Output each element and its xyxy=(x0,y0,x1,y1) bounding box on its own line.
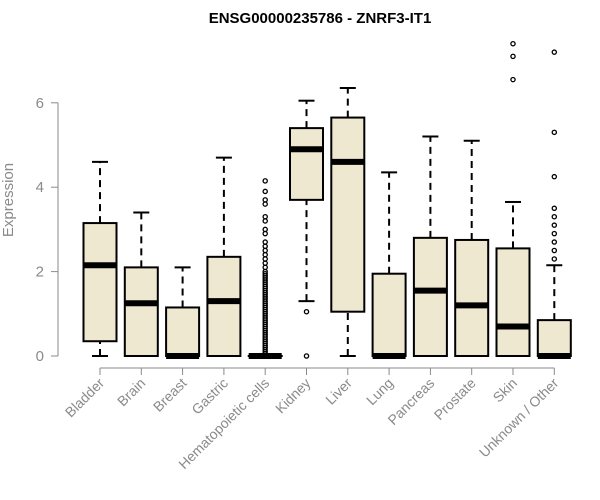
box-liver xyxy=(330,87,366,357)
box-iqr xyxy=(536,319,572,358)
outlier-point xyxy=(262,188,268,195)
box-iqr xyxy=(412,236,448,357)
x-tick-label: Bladder xyxy=(62,375,108,421)
outlier-point xyxy=(262,230,268,237)
x-tick-label: Prostate xyxy=(431,375,479,423)
box-hematopoietic-cells xyxy=(247,178,283,359)
outlier-point xyxy=(262,239,268,245)
outlier-point xyxy=(551,213,558,220)
box-breast xyxy=(165,266,201,359)
outlier-point xyxy=(262,270,268,277)
box-iqr xyxy=(165,306,201,357)
outlier-point xyxy=(262,247,268,254)
box-brain xyxy=(123,211,159,358)
y-axis: 0 2 4 6 xyxy=(36,95,59,365)
box-prostate xyxy=(454,139,490,357)
box-iqr xyxy=(289,127,324,201)
outlier-point xyxy=(510,40,516,47)
box-iqr xyxy=(123,266,159,358)
x-tick-label: Skin xyxy=(490,375,521,406)
y-tick-label: 0 xyxy=(36,348,44,365)
outlier-point xyxy=(262,226,268,233)
outlier-point xyxy=(510,76,516,83)
outlier-point xyxy=(303,353,310,359)
boxes-layer xyxy=(82,40,572,359)
outlier-point xyxy=(551,49,558,55)
outlier-point xyxy=(262,260,268,266)
x-tick-label: Brain xyxy=(114,375,148,409)
outlier-point xyxy=(262,178,268,184)
box-pancreas xyxy=(412,135,448,357)
outlier-point xyxy=(262,218,268,224)
box-iqr xyxy=(454,238,490,357)
x-tick-label: Breast xyxy=(150,375,190,415)
x-tick-label: Kidney xyxy=(272,375,314,417)
outlier-point xyxy=(551,222,558,228)
outlier-point xyxy=(551,256,558,262)
outlier-point xyxy=(551,247,558,254)
y-tick-label: 6 xyxy=(36,95,44,112)
x-tick-label: Lung xyxy=(363,375,396,408)
outlier-point xyxy=(262,201,268,207)
x-tick-label: Liver xyxy=(322,375,355,408)
outlier-point xyxy=(551,230,558,237)
box-skin xyxy=(495,40,531,357)
outlier-point xyxy=(262,197,268,203)
outlier-point xyxy=(262,213,268,220)
outlier-point xyxy=(262,264,268,271)
box-lung xyxy=(371,171,407,359)
box-iqr xyxy=(371,272,407,357)
box-iqr xyxy=(495,247,531,357)
outlier-point xyxy=(262,243,268,250)
outlier-point xyxy=(551,173,558,180)
y-tick-label: 2 xyxy=(36,264,44,281)
outlier-point xyxy=(551,205,558,212)
outlier-point xyxy=(262,256,268,262)
box-iqr xyxy=(330,116,366,313)
outlier-point xyxy=(262,251,268,258)
box-unknown-other xyxy=(536,49,572,359)
y-axis-label: Expression xyxy=(0,163,17,237)
box-iqr xyxy=(206,255,242,357)
outlier-point xyxy=(510,53,516,60)
outlier-point xyxy=(303,308,310,315)
box-iqr xyxy=(82,222,118,343)
y-tick-label: 4 xyxy=(36,179,44,196)
outlier-point xyxy=(551,129,558,136)
chart-title: ENSG00000235786 - ZNRF3-IT1 xyxy=(209,10,432,27)
box-kidney xyxy=(289,99,324,359)
box-gastric xyxy=(206,156,242,357)
box-bladder xyxy=(82,160,118,357)
outlier-point xyxy=(551,239,558,245)
